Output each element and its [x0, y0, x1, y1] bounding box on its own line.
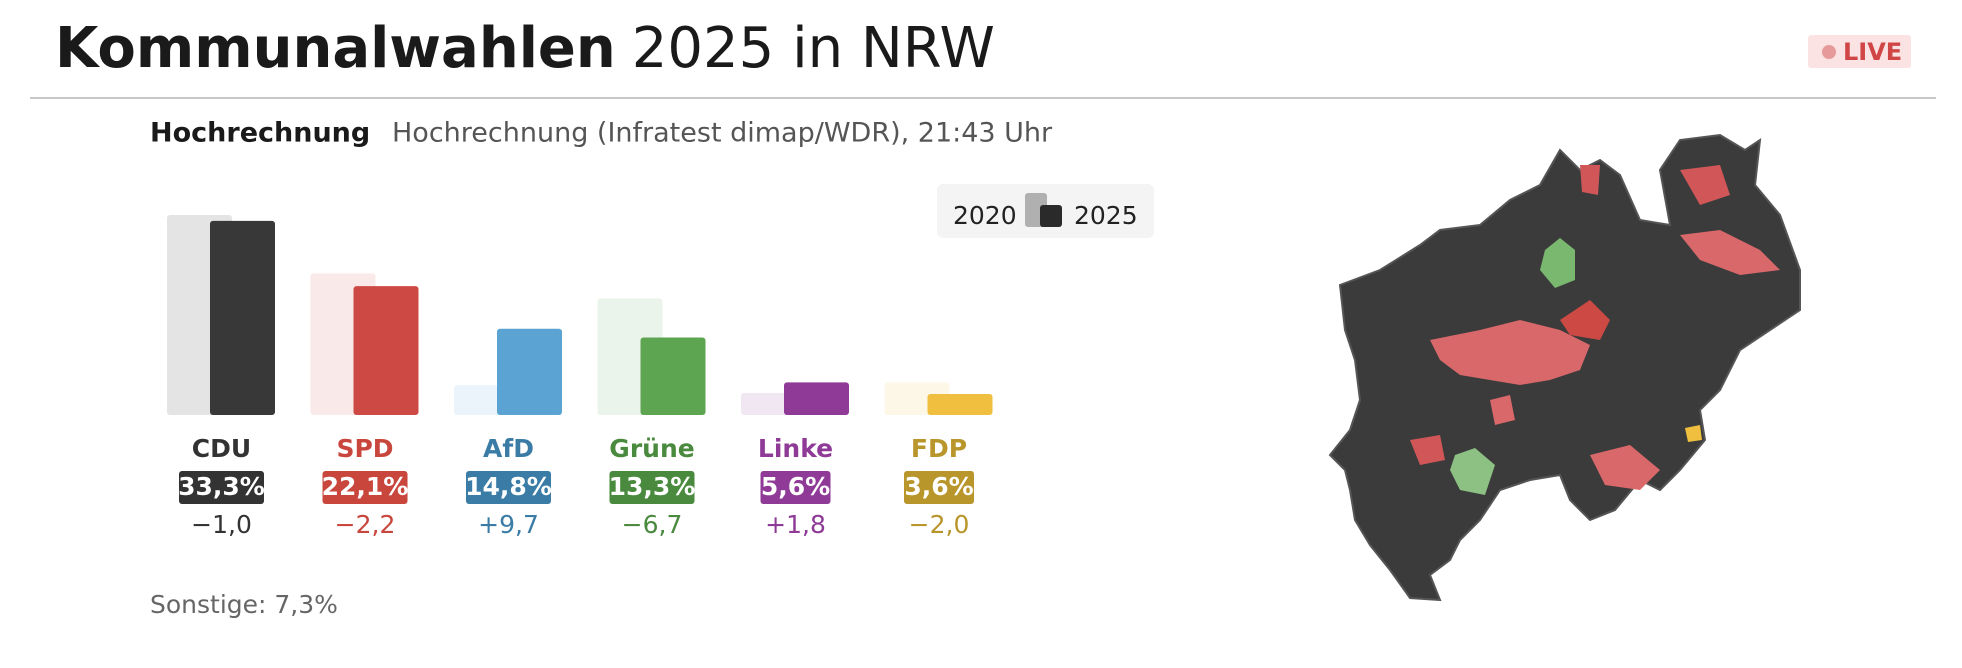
party-name: SPD: [336, 434, 393, 463]
change-label: −6,7: [622, 510, 683, 539]
value-label: 5,6%: [761, 472, 830, 501]
map-region: [1410, 435, 1445, 465]
note: Sonstige: 7,3%: [150, 590, 338, 619]
party-name: FDP: [911, 434, 967, 463]
live-dot: [1822, 45, 1836, 59]
chart-subtitle: Hochrechnung (Infratest dimap/WDR), 21:4…: [392, 118, 1053, 149]
chart-label: Hochrechnung: [150, 118, 370, 149]
bar-current: [927, 394, 993, 415]
value-badge: [322, 471, 408, 504]
legend-entry: 2020: [953, 201, 1017, 230]
title-bold: Kommunalwahlen: [55, 16, 616, 81]
value-badge: [466, 471, 551, 504]
value-badge: [609, 471, 695, 504]
map-region: [1580, 165, 1600, 195]
title-rest: 2025 in NRW: [632, 16, 995, 81]
map-region: [1560, 300, 1610, 340]
map-region: [1685, 425, 1702, 442]
change-label: −1,0: [191, 510, 252, 539]
value-badge: [760, 471, 831, 504]
legend-swatch: [1040, 205, 1062, 227]
bar-current: [497, 328, 562, 415]
map-region: [1450, 448, 1495, 495]
map-region: [1590, 445, 1660, 490]
map-region: [1680, 165, 1730, 205]
map: [1328, 133, 1801, 602]
party-name: Linke: [758, 434, 833, 463]
party-name: CDU: [192, 434, 251, 463]
party-name: Grüne: [609, 434, 694, 463]
bar-current: [784, 382, 849, 415]
map-region: [1430, 320, 1590, 385]
change-label: +1,8: [765, 510, 826, 539]
change-label: −2,2: [335, 510, 396, 539]
party-name: AfD: [483, 434, 534, 463]
value-label: 13,3%: [609, 472, 696, 501]
bar-current: [353, 286, 419, 415]
live-badge: [1808, 35, 1911, 68]
map-region: [1490, 395, 1515, 425]
change-label: −2,0: [909, 510, 970, 539]
value-label: 22,1%: [322, 472, 409, 501]
change-label: +9,7: [478, 510, 539, 539]
bar-current: [640, 337, 706, 415]
bar-current: [210, 220, 275, 415]
value-badge: [179, 471, 264, 504]
value-label: 3,6%: [904, 472, 973, 501]
map-region: [1540, 238, 1575, 288]
live-label: LIVE: [1843, 38, 1902, 66]
title: Kommunalwahlen 2025 in NRW: [55, 16, 995, 81]
map-region: [1680, 230, 1780, 275]
value-label: 33,3%: [178, 472, 265, 501]
legend-entry: 2025: [1074, 201, 1138, 230]
value-badge: [904, 471, 974, 504]
value-label: 14,8%: [465, 472, 552, 501]
